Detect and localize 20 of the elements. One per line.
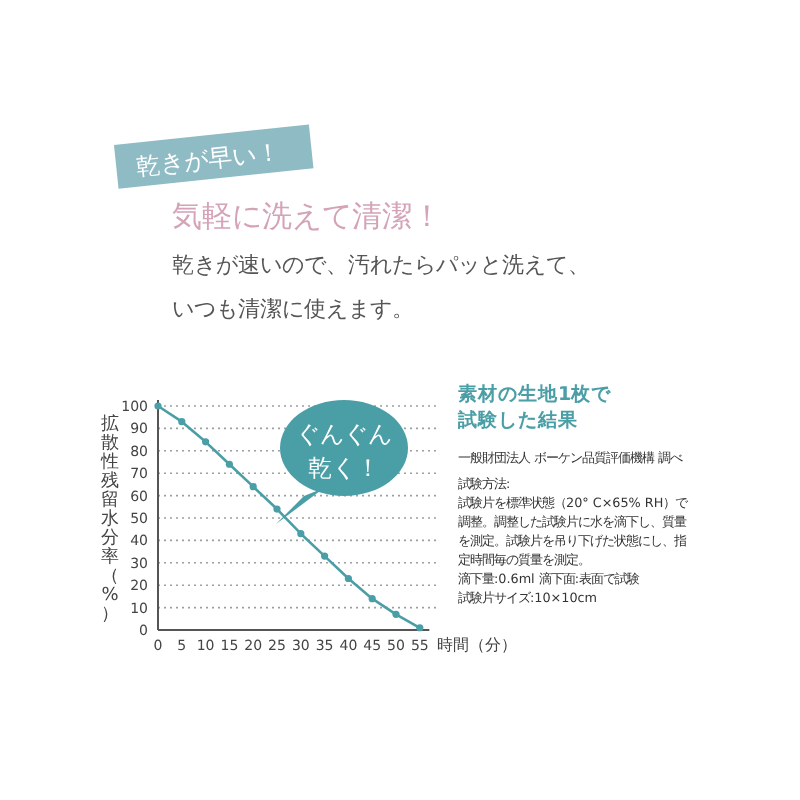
point bbox=[249, 483, 257, 491]
point bbox=[416, 624, 424, 632]
point bbox=[368, 595, 376, 603]
point bbox=[154, 402, 162, 410]
point bbox=[344, 574, 352, 583]
point bbox=[202, 438, 210, 446]
text: 素材の生地1枚で bbox=[458, 382, 614, 406]
text: 乾きが早い！ bbox=[134, 137, 282, 181]
chart-subtitle: 乾きが速いので、汚れたらパッと洗えて、いつも清潔に使えます。 bbox=[172, 252, 590, 322]
text: 拡散性残留水分率（%） bbox=[101, 415, 119, 625]
chart-title: 気軽に洗えて清潔！ bbox=[172, 198, 442, 234]
text: 試験した結果 bbox=[456, 408, 580, 432]
point bbox=[321, 552, 329, 560]
point bbox=[178, 418, 186, 426]
annotation: ぐんぐん乾く！ bbox=[296, 420, 392, 482]
point bbox=[225, 460, 233, 468]
point bbox=[273, 505, 281, 513]
point bbox=[297, 530, 305, 538]
point bbox=[392, 610, 400, 618]
x-axis-title: 時間（分） bbox=[437, 636, 518, 654]
